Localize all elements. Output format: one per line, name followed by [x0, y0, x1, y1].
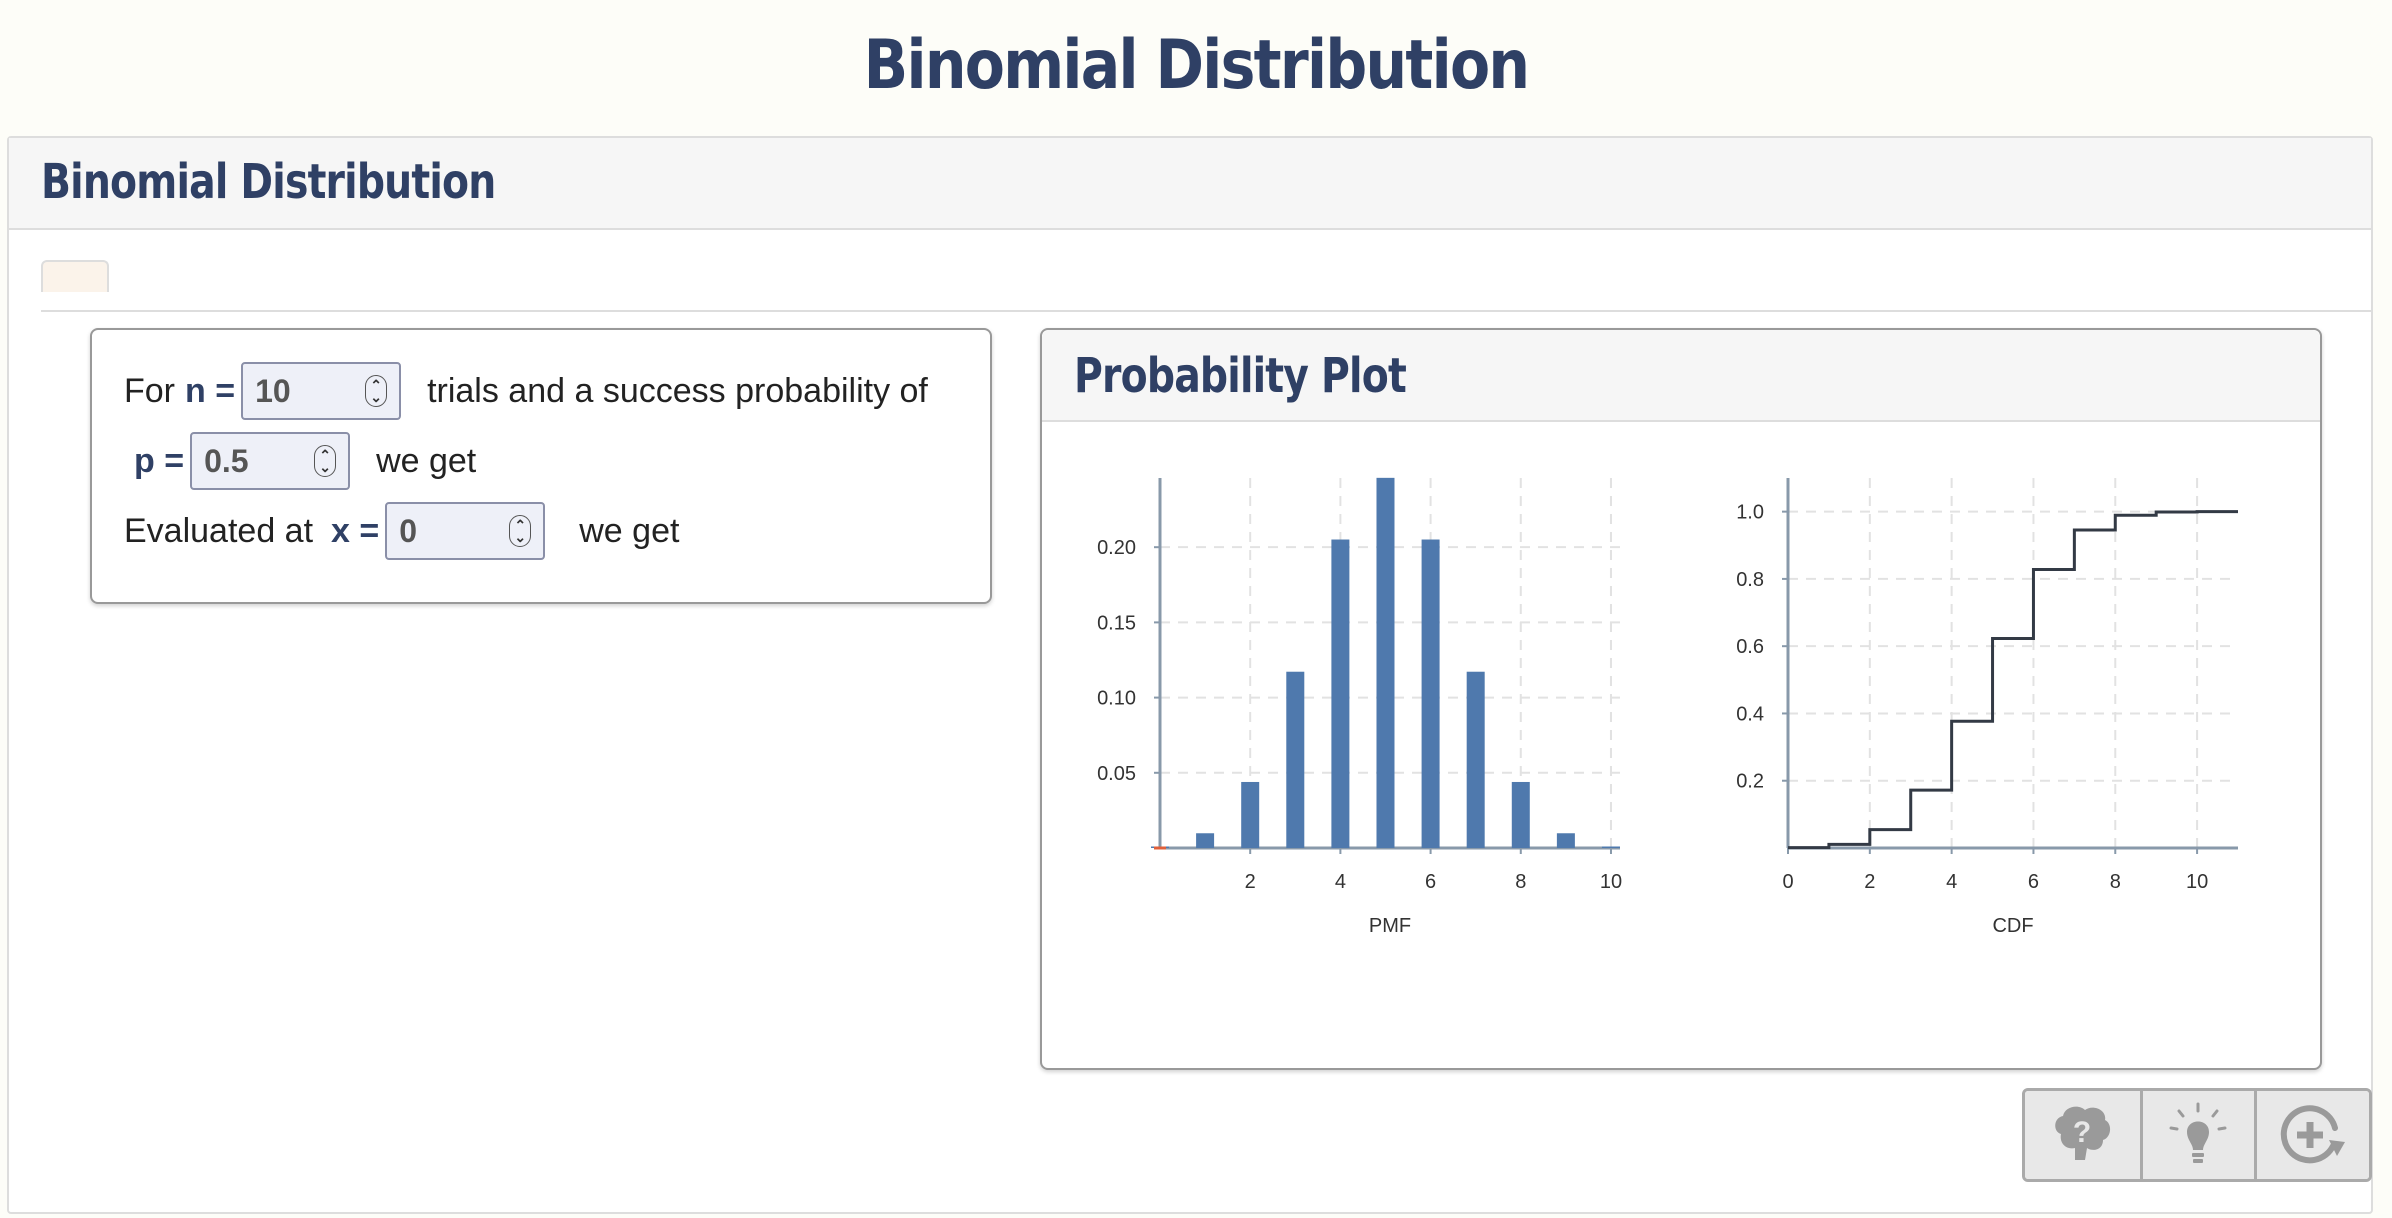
for-label: For — [124, 371, 175, 410]
we-get-text-2: we get — [579, 511, 680, 550]
x-value: 0 — [399, 512, 418, 549]
help-brain-icon: ? — [2055, 1106, 2111, 1160]
panel-header: Binomial Distribution — [9, 138, 2371, 230]
x-input[interactable]: 0 ⌃ ⌄ — [385, 502, 546, 560]
x-tick-label: 6 — [1425, 871, 1436, 893]
bar — [1601, 846, 1620, 848]
row-p: p = 0.5 ⌃ ⌄ we get — [134, 432, 476, 490]
row-x: Evaluated at x = 0 ⌃ ⌄ we get — [124, 502, 679, 560]
hint-button[interactable] — [2139, 1091, 2255, 1179]
n-spinner-icon[interactable]: ⌃ ⌄ — [365, 375, 388, 407]
bar — [1196, 833, 1215, 848]
p-value: 0.5 — [204, 442, 249, 479]
new-problem-button[interactable] — [2254, 1091, 2369, 1179]
chart-pmf: 2 4 6 8 10 0.05 0.10 0.15 0.20 PMF — [1097, 477, 1622, 937]
bar — [1331, 539, 1350, 848]
we-get-text-1: we get — [376, 441, 477, 480]
y-tick-label: 0.10 — [1097, 688, 1136, 710]
bar — [1376, 477, 1395, 848]
y-tick-label: 0.8 — [1736, 569, 1764, 591]
x-label: x = — [331, 511, 380, 550]
cdf-step-line — [1788, 510, 2238, 850]
tab-blank[interactable] — [41, 260, 109, 292]
bar — [1241, 781, 1260, 848]
help-button[interactable]: ? — [2025, 1091, 2140, 1179]
x-tick-label: 6 — [2028, 871, 2039, 893]
x-tick-label: 4 — [1946, 871, 1957, 893]
panel-title: Binomial Distribution — [41, 154, 496, 210]
y-tick-label: 0.4 — [1736, 703, 1764, 725]
x-axis-label: CDF — [1992, 915, 2033, 937]
x-tick-label: 10 — [1600, 871, 1622, 893]
y-tick-label: 0.20 — [1097, 537, 1136, 559]
n-input[interactable]: 10 ⌃ ⌄ — [241, 362, 402, 420]
bar — [1511, 781, 1530, 848]
x-tick-label: 4 — [1335, 871, 1346, 893]
n-label: n = — [185, 371, 236, 410]
x-tick-label: 8 — [1515, 871, 1526, 893]
y-tick-label: 0.05 — [1097, 763, 1136, 785]
plot-card-title: Probability Plot — [1074, 348, 1407, 404]
x-tick-label: 10 — [2186, 871, 2208, 893]
action-button-group: ? — [2022, 1088, 2372, 1182]
bar — [1286, 671, 1305, 848]
probability-plot-card: Probability Plot 2 4 6 8 10 0.05 0.10 0.15 0.20 P… — [1040, 328, 2322, 1070]
bar — [1421, 539, 1440, 848]
row-n: For n = 10 ⌃ ⌄ trials and a success proba… — [124, 362, 928, 420]
plot-card-header: Probability Plot — [1042, 330, 2320, 422]
x-tick-label: 2 — [1245, 871, 1256, 893]
y-tick-label: 1.0 — [1736, 502, 1764, 524]
plots-svg: 2 4 6 8 10 0.05 0.10 0.15 0.20 PMF 0 2 4 6 8 10 0.2 0.4 0.… — [1097, 477, 2238, 937]
x-spinner-icon[interactable]: ⌃ ⌄ — [509, 515, 532, 547]
new-problem-icon — [2280, 1105, 2346, 1164]
p-input[interactable]: 0.5 ⌃ ⌄ — [190, 432, 351, 490]
y-tick-label: 0.15 — [1097, 612, 1136, 634]
evaluated-label: Evaluated at — [124, 511, 314, 550]
svg-text:?: ? — [2073, 1116, 2091, 1149]
x-tick-label: 2 — [1864, 871, 1875, 893]
chart-cdf: 0 2 4 6 8 10 0.2 0.4 0.6 0.8 1.0 CDF — [1736, 478, 2238, 937]
p-spinner-icon[interactable]: ⌃ ⌄ — [314, 445, 337, 477]
trials-text: trials and a success probability of — [427, 371, 928, 410]
x-tick-label: 8 — [2110, 871, 2121, 893]
page-title: Binomial Distribution — [863, 26, 1530, 105]
n-value: 10 — [255, 372, 291, 409]
bar — [1556, 833, 1575, 848]
parameters-card: For n = 10 ⌃ ⌄ trials and a success proba… — [90, 328, 992, 604]
tab-divider — [41, 310, 2371, 312]
x-tick-label: 0 — [1782, 871, 1793, 893]
hint-lightbulb-icon — [2169, 1102, 2227, 1163]
bar — [1466, 671, 1485, 848]
y-tick-label: 0.6 — [1736, 636, 1764, 658]
y-tick-label: 0.2 — [1736, 771, 1764, 793]
p-label: p = — [134, 441, 185, 480]
x-axis-label: PMF — [1369, 915, 1411, 937]
